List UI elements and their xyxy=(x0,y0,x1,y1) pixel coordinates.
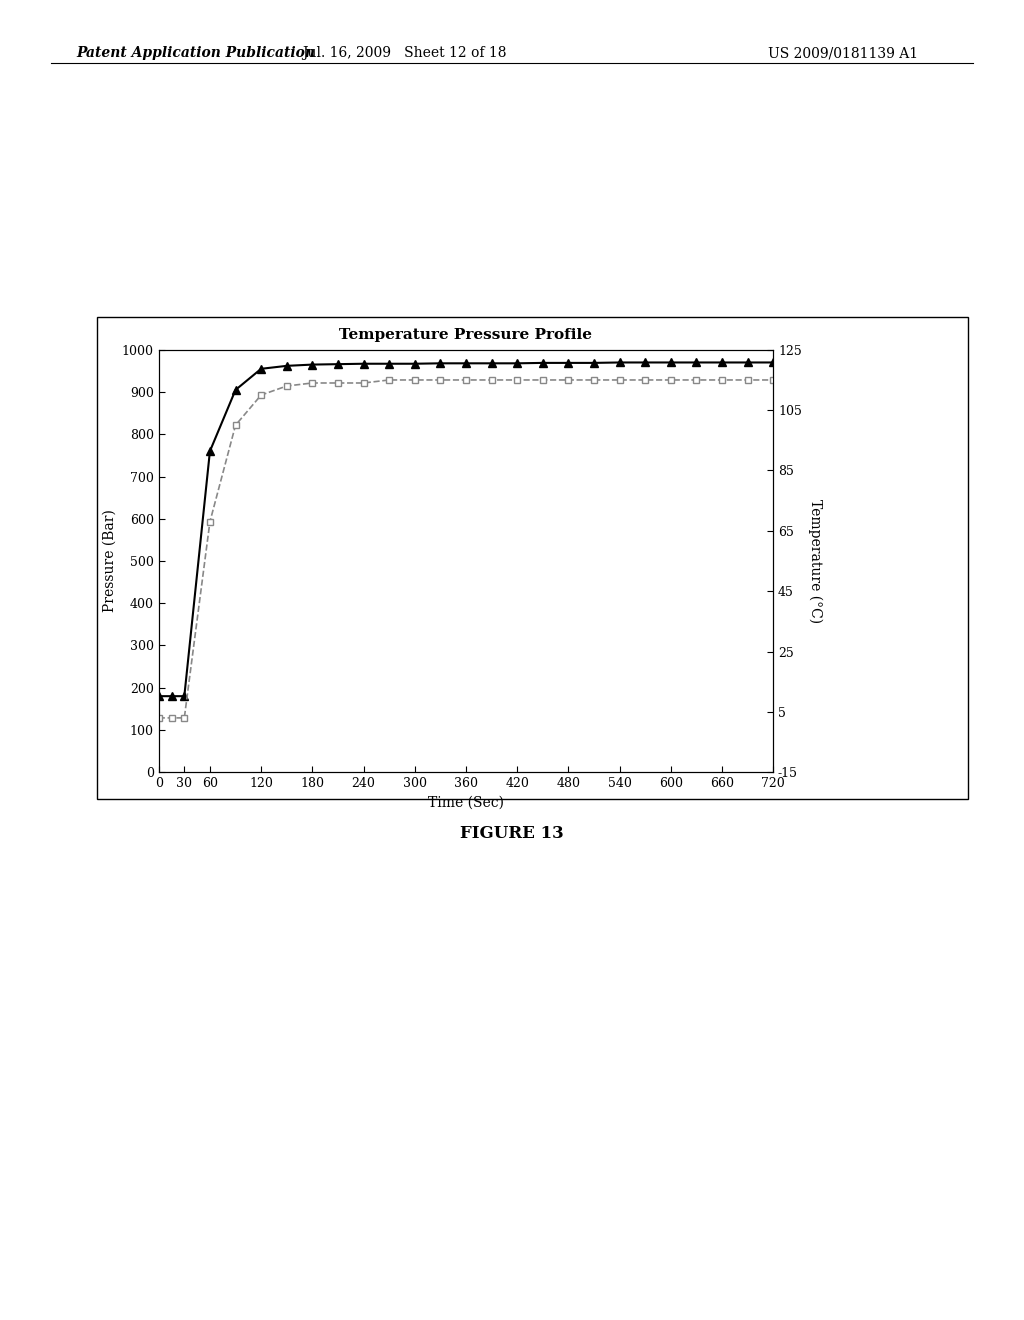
Text: US 2009/0181139 A1: US 2009/0181139 A1 xyxy=(768,46,919,61)
Text: FIGURE 13: FIGURE 13 xyxy=(460,825,564,842)
Y-axis label: Pressure (Bar): Pressure (Bar) xyxy=(102,510,117,612)
Text: Jul. 16, 2009   Sheet 12 of 18: Jul. 16, 2009 Sheet 12 of 18 xyxy=(302,46,507,61)
Y-axis label: Temperature (°C): Temperature (°C) xyxy=(808,499,822,623)
X-axis label: Time (Sec): Time (Sec) xyxy=(428,796,504,809)
Title: Temperature Pressure Profile: Temperature Pressure Profile xyxy=(339,327,593,342)
Text: Patent Application Publication: Patent Application Publication xyxy=(77,46,315,61)
